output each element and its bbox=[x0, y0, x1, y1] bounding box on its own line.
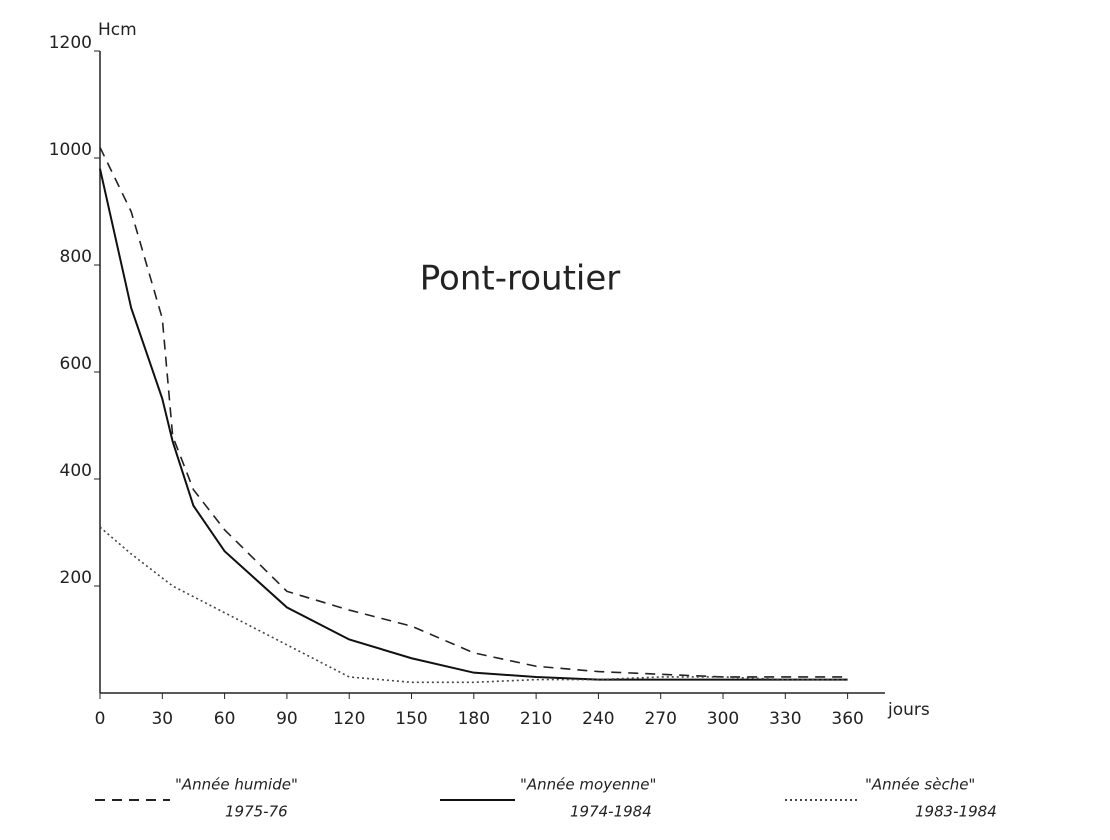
y-tick-label: 800 bbox=[60, 247, 92, 267]
legend-period: 1974-1984 bbox=[570, 803, 652, 821]
y-tick-label: 1000 bbox=[49, 140, 92, 160]
y-tick-label: 200 bbox=[60, 568, 92, 588]
legend-period: 1983-1984 bbox=[915, 803, 997, 821]
x-tick-label: 330 bbox=[769, 709, 801, 729]
line-series bbox=[99, 526, 848, 684]
x-tick-label: 120 bbox=[333, 709, 365, 729]
x-tick-label: 0 bbox=[95, 709, 106, 729]
x-tick-label: 60 bbox=[214, 709, 236, 729]
legend-label: "Année moyenne" bbox=[520, 776, 656, 794]
legend-label: "Année sèche" bbox=[865, 776, 975, 794]
legend-period: 1975-76 bbox=[225, 803, 288, 821]
x-tick-label: 360 bbox=[831, 709, 863, 729]
x-tick-label: 210 bbox=[520, 709, 552, 729]
x-tick-label: 270 bbox=[644, 709, 676, 729]
y-axis-label: Hcm bbox=[98, 20, 137, 40]
line-series bbox=[99, 168, 848, 681]
x-tick-label: 240 bbox=[582, 709, 614, 729]
line-series bbox=[99, 146, 848, 678]
x-tick-label: 30 bbox=[151, 709, 173, 729]
legend-label: "Année humide" bbox=[175, 776, 298, 794]
x-tick-label: 180 bbox=[458, 709, 490, 729]
y-tick-label: 400 bbox=[60, 461, 92, 481]
chart-title: Pont-routier bbox=[420, 259, 621, 299]
y-tick-label: 600 bbox=[60, 354, 92, 374]
y-tick-label: 1200 bbox=[49, 33, 92, 53]
x-tick-label: 90 bbox=[276, 709, 298, 729]
x-tick-label: 300 bbox=[707, 709, 739, 729]
x-axis-label: jours bbox=[887, 700, 930, 720]
x-tick-label: 150 bbox=[395, 709, 427, 729]
